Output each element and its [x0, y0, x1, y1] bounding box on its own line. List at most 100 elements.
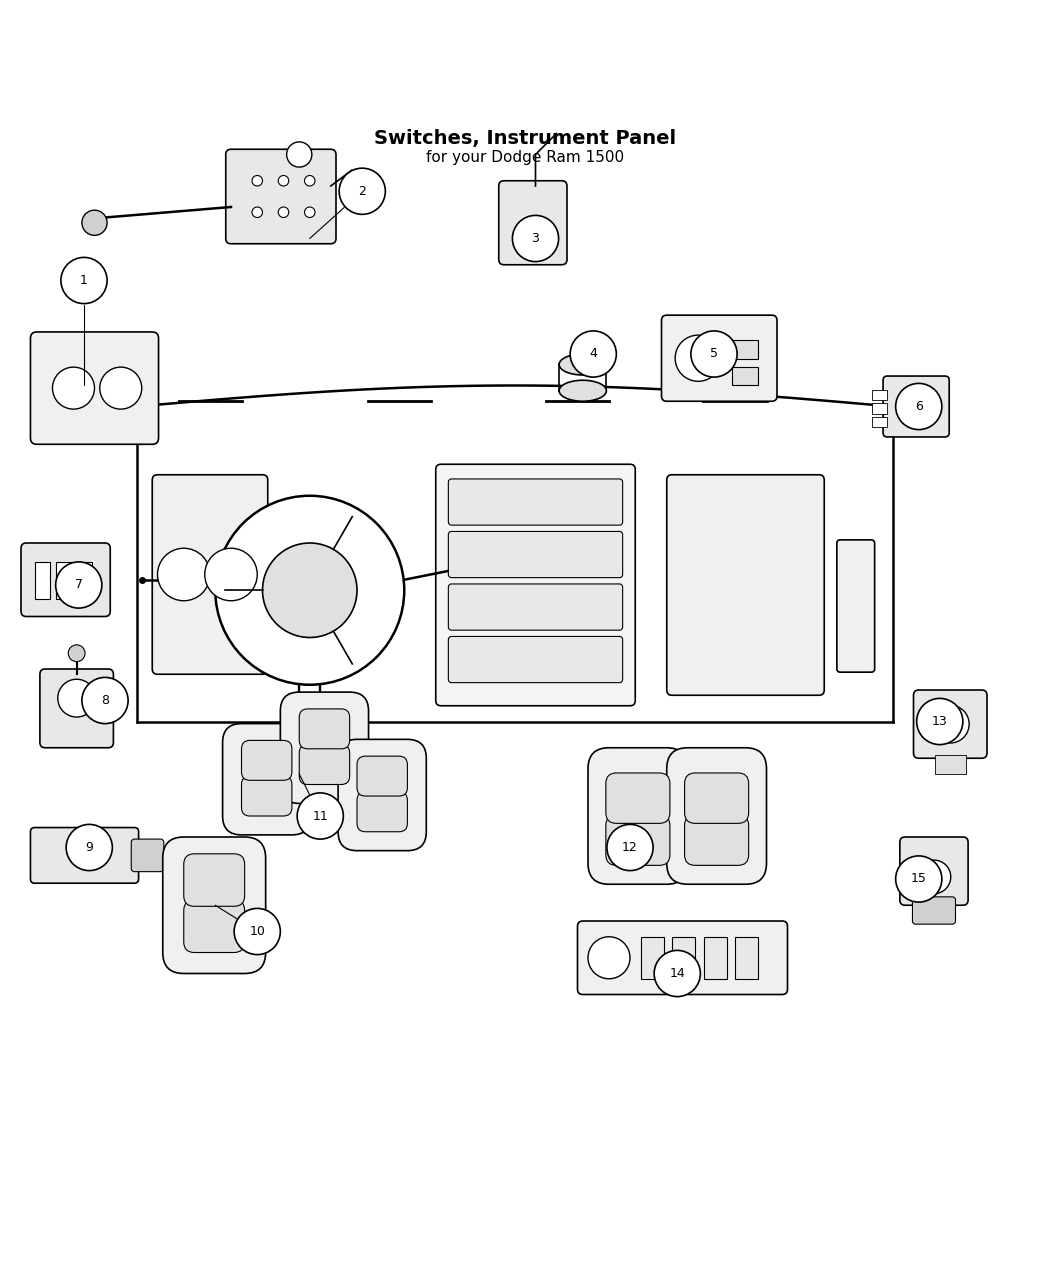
Bar	[35, 562, 50, 599]
Circle shape	[297, 793, 343, 839]
Circle shape	[52, 367, 94, 409]
Bar	[640, 937, 664, 979]
FancyBboxPatch shape	[131, 839, 164, 872]
Circle shape	[287, 142, 312, 167]
FancyBboxPatch shape	[685, 773, 749, 824]
FancyBboxPatch shape	[242, 741, 292, 780]
Ellipse shape	[559, 354, 607, 375]
FancyBboxPatch shape	[588, 747, 688, 885]
FancyBboxPatch shape	[667, 474, 824, 695]
Text: Switches, Instrument Panel: Switches, Instrument Panel	[374, 129, 676, 148]
FancyBboxPatch shape	[299, 709, 350, 748]
Circle shape	[100, 367, 142, 409]
Bar	[872, 417, 887, 427]
FancyBboxPatch shape	[667, 747, 766, 885]
Bar	[872, 403, 887, 414]
Circle shape	[278, 207, 289, 218]
FancyBboxPatch shape	[184, 900, 245, 952]
Circle shape	[56, 562, 102, 608]
Text: 7: 7	[75, 579, 83, 592]
Circle shape	[918, 861, 950, 894]
FancyBboxPatch shape	[242, 776, 292, 816]
FancyBboxPatch shape	[40, 669, 113, 747]
FancyBboxPatch shape	[499, 181, 567, 265]
Text: 6: 6	[915, 400, 923, 413]
Circle shape	[82, 210, 107, 236]
Circle shape	[675, 335, 721, 381]
Text: 14: 14	[670, 966, 685, 980]
Bar	[735, 937, 758, 979]
FancyBboxPatch shape	[152, 474, 268, 674]
Circle shape	[61, 258, 107, 303]
FancyBboxPatch shape	[900, 836, 968, 905]
FancyBboxPatch shape	[606, 773, 670, 824]
Text: 4: 4	[589, 348, 597, 361]
Circle shape	[931, 705, 969, 743]
Circle shape	[58, 680, 96, 717]
Text: 5: 5	[710, 348, 718, 361]
Circle shape	[339, 168, 385, 214]
FancyBboxPatch shape	[448, 636, 623, 682]
FancyBboxPatch shape	[448, 532, 623, 578]
Circle shape	[82, 677, 128, 724]
Text: 11: 11	[313, 810, 328, 822]
Circle shape	[570, 332, 616, 377]
FancyBboxPatch shape	[837, 539, 875, 672]
Bar	[704, 937, 727, 979]
Circle shape	[654, 950, 700, 997]
Circle shape	[896, 856, 942, 903]
FancyBboxPatch shape	[883, 376, 949, 437]
Circle shape	[68, 645, 85, 662]
Circle shape	[896, 384, 942, 430]
Text: 12: 12	[622, 842, 638, 854]
Text: for your Dodge Ram 1500: for your Dodge Ram 1500	[426, 150, 624, 166]
FancyBboxPatch shape	[226, 149, 336, 244]
Circle shape	[691, 332, 737, 377]
Circle shape	[304, 176, 315, 186]
Text: 15: 15	[910, 872, 927, 886]
Circle shape	[66, 825, 112, 871]
FancyBboxPatch shape	[436, 464, 635, 706]
Text: 10: 10	[249, 924, 266, 938]
FancyBboxPatch shape	[578, 921, 788, 994]
Bar	[732, 340, 758, 360]
FancyBboxPatch shape	[448, 479, 623, 525]
FancyBboxPatch shape	[299, 745, 350, 784]
FancyBboxPatch shape	[685, 815, 749, 866]
FancyBboxPatch shape	[357, 756, 407, 796]
Circle shape	[252, 207, 262, 218]
FancyBboxPatch shape	[448, 584, 623, 630]
FancyBboxPatch shape	[280, 692, 369, 803]
Bar	[934, 755, 966, 774]
FancyBboxPatch shape	[606, 815, 670, 866]
Circle shape	[205, 548, 257, 601]
FancyBboxPatch shape	[184, 854, 245, 907]
FancyBboxPatch shape	[21, 543, 110, 617]
FancyBboxPatch shape	[357, 792, 407, 831]
Circle shape	[278, 176, 289, 186]
Circle shape	[588, 937, 630, 979]
Bar	[872, 390, 887, 400]
Circle shape	[252, 176, 262, 186]
Circle shape	[607, 825, 653, 871]
Text: 3: 3	[531, 232, 540, 245]
FancyBboxPatch shape	[30, 827, 139, 884]
FancyBboxPatch shape	[914, 690, 987, 759]
Circle shape	[304, 207, 315, 218]
Circle shape	[234, 908, 280, 955]
Bar	[672, 937, 695, 979]
Bar	[732, 367, 758, 385]
FancyBboxPatch shape	[662, 315, 777, 402]
Text: 2: 2	[358, 185, 366, 198]
Circle shape	[917, 699, 963, 745]
Ellipse shape	[559, 380, 607, 402]
Circle shape	[262, 543, 357, 638]
Circle shape	[215, 496, 404, 685]
Bar	[56, 562, 71, 599]
Circle shape	[512, 215, 559, 261]
FancyBboxPatch shape	[30, 332, 159, 444]
Text: 13: 13	[932, 715, 947, 728]
FancyBboxPatch shape	[163, 836, 266, 974]
Text: 1: 1	[80, 274, 88, 287]
Text: 8: 8	[101, 694, 109, 708]
